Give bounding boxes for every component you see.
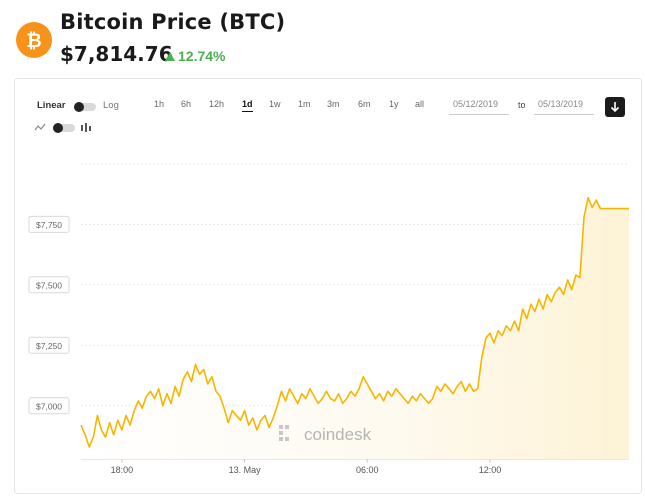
x-tick-label: 06:00 (356, 465, 379, 475)
up-arrow-icon (165, 52, 175, 61)
line-chart-icon[interactable] (34, 123, 46, 131)
range-tab-1m[interactable]: 1m (298, 99, 311, 109)
range-tab-12h[interactable]: 12h (209, 99, 225, 109)
scale-log-label[interactable]: Log (103, 100, 119, 111)
y-tick-label: $7,250 (36, 341, 62, 351)
page-title: Bitcoin Price (BTC) (60, 10, 286, 34)
header: ₿ Bitcoin Price (BTC) $7,814.76 12.74% (14, 8, 634, 70)
current-price: $7,814.76 (60, 42, 173, 66)
chart-card: $7,000 $7,250 $7,500 $7,750 18:00 13. May 06:0… (14, 78, 642, 494)
date-to-label: to (518, 100, 526, 110)
x-tick-label: 12:00 (479, 465, 502, 475)
range-tab-all[interactable]: all (415, 99, 425, 109)
date-to-input[interactable]: 05/13/2019 (534, 97, 594, 115)
date-from-input[interactable]: 05/12/2019 (449, 97, 509, 115)
y-tick-badge (28, 397, 70, 415)
y-tick-label: $7,500 (36, 280, 62, 290)
range-tab-6h[interactable]: 6h (181, 99, 192, 109)
price-change-value: 12.74% (178, 48, 226, 64)
coindesk-logo-icon (278, 424, 296, 442)
candlestick-icon[interactable] (81, 123, 91, 132)
bitcoin-logo-icon: ₿ (16, 22, 52, 58)
chart-type-switch[interactable] (53, 123, 75, 133)
coindesk-watermark: coindesk (304, 425, 372, 444)
download-icon (610, 102, 620, 113)
scale-linear-label[interactable]: Linear (37, 100, 66, 111)
scale-switch[interactable] (74, 102, 96, 112)
range-tab-1h[interactable]: 1h (154, 99, 165, 109)
y-tick-badge (28, 276, 70, 294)
price-line (80, 196, 629, 448)
range-tab-1d[interactable]: 1d (242, 99, 253, 112)
svg-text:₿: ₿ (26, 30, 41, 52)
download-button[interactable] (605, 97, 625, 117)
x-tick-label: 18:00 (111, 465, 134, 475)
y-tick-label: $7,750 (36, 220, 62, 230)
range-tab-1w[interactable]: 1w (269, 99, 281, 109)
x-tick-label: 13. May (229, 465, 262, 475)
range-tab-3m[interactable]: 3m (327, 99, 340, 109)
y-tick-label: $7,000 (36, 401, 62, 411)
y-tick-badge (28, 336, 70, 354)
price-change: 12.74% (165, 48, 225, 64)
range-tab-6m[interactable]: 6m (358, 99, 371, 109)
price-area (81, 197, 629, 459)
price-chart: $7,000 $7,250 $7,500 $7,750 18:00 13. May 06:0… (28, 163, 629, 475)
range-tab-1y[interactable]: 1y (389, 99, 399, 109)
y-tick-badge (28, 215, 70, 233)
